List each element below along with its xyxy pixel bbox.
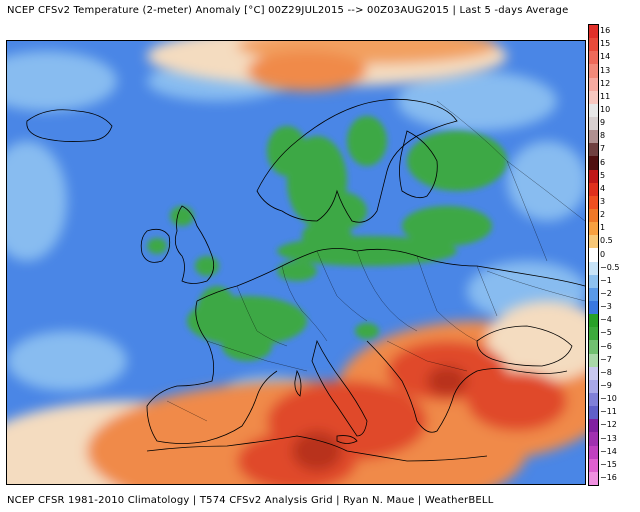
colorbar-swatch (589, 169, 598, 183)
coastlines (140, 98, 585, 462)
colorbar-swatch (589, 287, 598, 301)
colorbar-swatch (589, 353, 598, 367)
colorbar (588, 24, 599, 486)
colorbar-label: 3 (600, 196, 606, 206)
colorbar-label: −11 (600, 407, 617, 417)
colorbar-swatch (589, 77, 598, 91)
colorbar-label: 16 (600, 26, 611, 36)
colorbar-swatch (589, 300, 598, 315)
colorbar-label: −4 (600, 315, 612, 325)
colorbar-swatch (589, 130, 598, 144)
colorbar-swatch (589, 64, 598, 78)
colorbar-swatch (589, 116, 598, 131)
colorbar-swatch (589, 379, 598, 393)
colorbar-swatch (589, 274, 598, 288)
colorbar-label: −1 (600, 275, 612, 285)
colorbar-label: −0.5 (600, 262, 620, 272)
colorbar-label: −12 (600, 420, 617, 430)
colorbar-label: −7 (600, 354, 612, 364)
map-credit: NCEP CFSR 1981-2010 Climatology | T574 C… (7, 495, 494, 506)
colorbar-label: 10 (600, 104, 611, 114)
colorbar-label: 14 (600, 52, 611, 62)
colorbar-labels: 16 15 14 13 12 11 10 9 8 7 6 5 4 3 2 1 0.5 0 −0.5 −1 −2 −3 −4 −… (600, 24, 638, 486)
iceland-outline (26, 109, 113, 142)
colorbar-label: 7 (600, 144, 606, 154)
map-title: NCEP CFSv2 Temperature (2-meter) Anomaly… (7, 5, 569, 16)
colorbar-swatch (589, 195, 598, 209)
colorbar-swatch (589, 156, 598, 170)
colorbar-label: −2 (600, 288, 612, 298)
colorbar-swatch (589, 432, 598, 446)
colorbar-label: 12 (600, 78, 611, 88)
colorbar-swatch (589, 392, 598, 407)
colorbar-label: 4 (600, 183, 606, 193)
colorbar-swatch (589, 327, 598, 341)
colorbar-swatch (589, 25, 598, 39)
colorbar-swatch (589, 222, 598, 236)
colorbar-label: −16 (600, 472, 617, 482)
colorbar-swatch (589, 419, 598, 433)
warm-anomaly-north-west (147, 41, 507, 91)
colorbar-label: 1 (600, 223, 606, 233)
colorbar-swatch (589, 471, 598, 485)
colorbar-swatch (589, 248, 598, 262)
colorbar-label: −5 (600, 328, 612, 338)
colorbar-label: 8 (600, 131, 606, 141)
colorbar-label: 13 (600, 65, 611, 75)
colorbar-label: −9 (600, 380, 612, 390)
colorbar-swatch (589, 314, 598, 328)
colorbar-label: 0 (600, 249, 606, 259)
colorbar-label: −3 (600, 302, 612, 312)
colorbar-label: −13 (600, 433, 617, 443)
colorbar-swatch (589, 90, 598, 104)
colorbar-swatch (589, 51, 598, 65)
colorbar-swatch (589, 406, 598, 420)
colorbar-label: −15 (600, 459, 617, 469)
colorbar-swatch (589, 38, 598, 52)
colorbar-label: 9 (600, 118, 606, 128)
colorbar-swatch (589, 235, 598, 249)
colorbar-swatch (589, 261, 598, 275)
colorbar-swatch (589, 458, 598, 472)
colorbar-label: −14 (600, 446, 617, 456)
colorbar-label: 0.5 (600, 236, 613, 246)
country-borders (166, 100, 585, 422)
colorbar-swatch (589, 445, 598, 459)
colorbar-label: −10 (600, 394, 617, 404)
colorbar-swatch (589, 143, 598, 157)
colorbar-label: 6 (600, 157, 606, 167)
colorbar-label: 5 (600, 170, 606, 180)
colorbar-swatch (589, 182, 598, 196)
colorbar-swatch (589, 340, 598, 354)
colorbar-swatch (589, 208, 598, 223)
colorbar-label: 15 (600, 39, 611, 49)
colorbar-swatch (589, 103, 598, 117)
colorbar-label: −6 (600, 341, 612, 351)
colorbar-label: 11 (600, 91, 611, 101)
temperature-anomaly-map (6, 40, 586, 485)
colorbar-label: −8 (600, 367, 612, 377)
colorbar-swatch (589, 366, 598, 380)
warm-anomaly-south (7, 301, 585, 484)
colorbar-label: 2 (600, 210, 606, 220)
